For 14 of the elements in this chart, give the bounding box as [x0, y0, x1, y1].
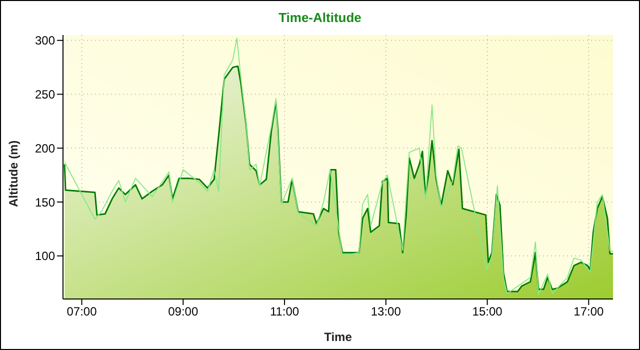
x-axis-title: Time [324, 330, 352, 344]
x-tick-label: 11:00 [270, 304, 300, 319]
x-tick-label: 09:00 [168, 304, 198, 319]
x-tick-label: 13:00 [370, 304, 402, 319]
y-tick-label: 150 [34, 195, 56, 210]
y-tick-label: 250 [34, 88, 56, 102]
y-tick-label: 300 [34, 34, 56, 48]
chart-title: Time-Altitude [278, 9, 362, 27]
y-axis-title: Altitude (m) [6, 140, 20, 207]
x-tick-label: 17:00 [574, 304, 604, 319]
y-tick-label: 200 [34, 141, 56, 156]
x-tick-label: 07:00 [66, 304, 98, 319]
y-tick-label: 100 [34, 249, 56, 264]
x-tick-label: 15:00 [472, 304, 503, 319]
